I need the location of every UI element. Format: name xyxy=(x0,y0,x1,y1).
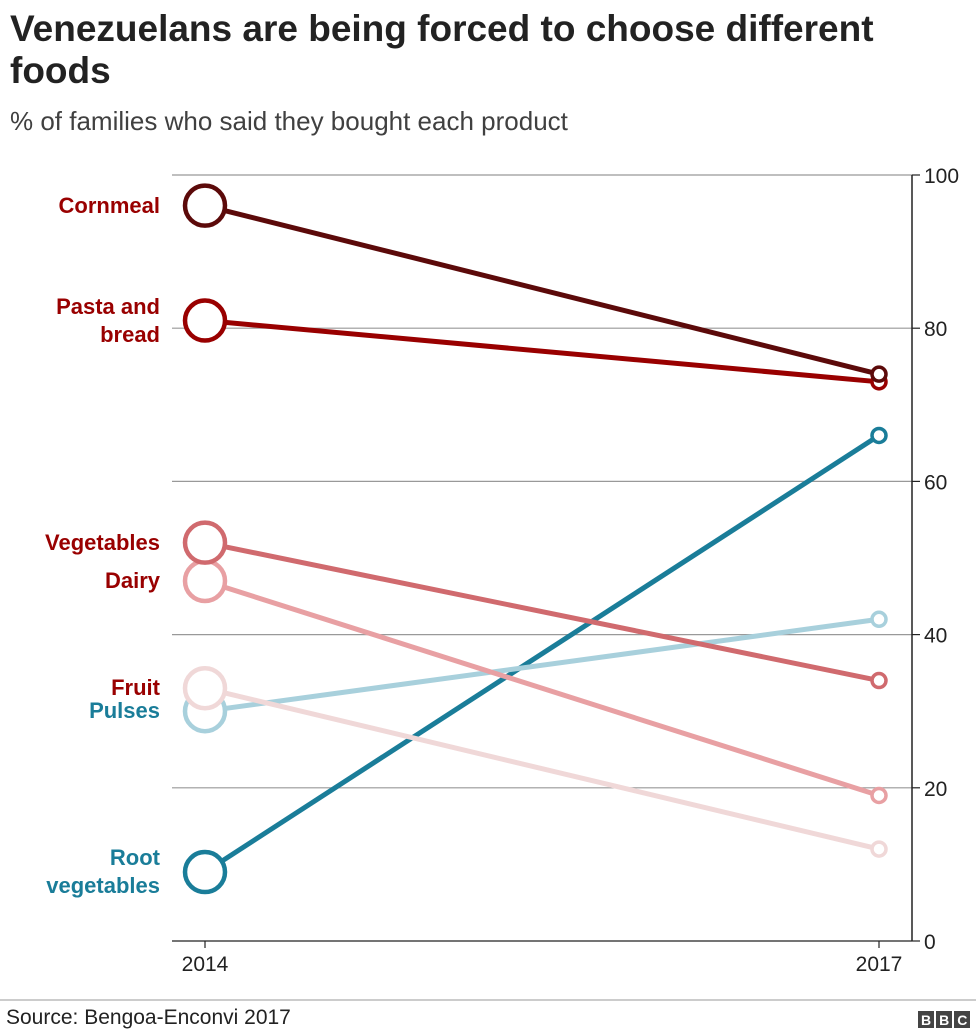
logo-box xyxy=(918,1011,934,1028)
start-marker xyxy=(182,558,228,604)
end-marker xyxy=(870,840,888,858)
start-marker xyxy=(182,849,228,895)
end-marker xyxy=(870,671,888,690)
end-marker xyxy=(870,786,888,805)
y-tick-label: 80 xyxy=(924,318,947,341)
series-label: Vegetables xyxy=(45,529,160,555)
y-tick-label: 40 xyxy=(924,625,947,648)
slope-line xyxy=(204,578,880,798)
chart-subtitle: % of families who said they bought each … xyxy=(10,106,568,136)
y-tick-label: 20 xyxy=(924,778,947,801)
slope-line xyxy=(204,540,880,684)
logo: BBC xyxy=(921,1012,975,1028)
series-label: Dairy xyxy=(104,567,160,593)
start-marker xyxy=(182,183,228,228)
slope-line xyxy=(204,616,880,714)
x-tick-label: 2014 xyxy=(182,953,229,976)
logo-box xyxy=(936,1011,952,1028)
series-label: Cornmeal xyxy=(58,192,160,218)
x-tick-label: 2017 xyxy=(856,953,903,976)
start-marker xyxy=(182,298,228,343)
end-marker xyxy=(870,426,888,445)
source: Source: Bengoa-Enconvi 2017 xyxy=(6,1006,291,1029)
slope-line xyxy=(204,685,880,852)
slope-line xyxy=(203,433,881,875)
end-marker xyxy=(870,365,888,383)
y-tick-label: 100 xyxy=(924,165,959,188)
slope-line xyxy=(204,203,880,377)
logo-box xyxy=(954,1011,970,1028)
chart-title: Venezuelans are being forced to choose d… xyxy=(10,8,874,91)
series-label: Pulses xyxy=(89,698,160,724)
series-label: Root vegetables xyxy=(46,845,160,899)
series-label: Fruit xyxy=(111,675,160,701)
y-tick-label: 60 xyxy=(924,471,947,494)
slope-line xyxy=(204,318,880,385)
start-marker xyxy=(182,520,228,565)
y-tick-label: 0 xyxy=(924,931,936,954)
end-marker xyxy=(870,610,888,629)
series-label: Pasta and bread xyxy=(56,293,160,347)
start-marker xyxy=(182,665,228,711)
